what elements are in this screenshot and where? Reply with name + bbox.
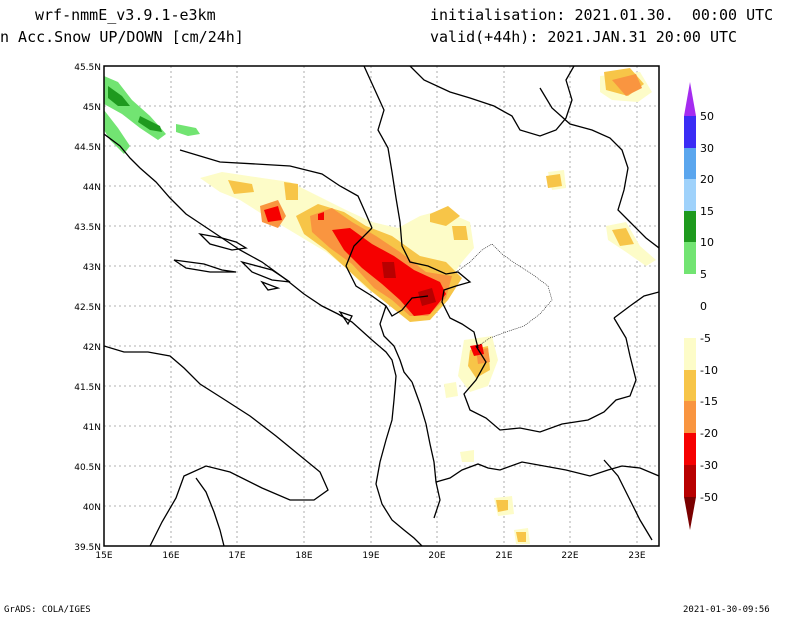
lat-label: 40N xyxy=(83,503,101,513)
colorbar-swatch xyxy=(684,179,696,211)
lon-label: 19E xyxy=(362,551,379,561)
lon-label: 18E xyxy=(295,551,312,561)
colorbar-top-arrow xyxy=(684,82,696,116)
lat-label: 40.5N xyxy=(74,463,101,473)
colorbar: 50 30 20 15 10 5 0 -5 -10 -15 -20 -30 -5… xyxy=(684,82,718,530)
lon-labels: 15E 16E 17E 18E 19E 20E 21E 22E 23E xyxy=(95,551,645,561)
field-title: n Acc.Snow UP/DOWN [cm/24h] xyxy=(0,28,244,46)
colorbar-bottom-arrow xyxy=(684,497,696,530)
lat-label: 43.5N xyxy=(74,223,101,233)
colorbar-label: 5 xyxy=(700,268,707,281)
colorbar-label: 15 xyxy=(700,205,714,218)
colorbar-label: 10 xyxy=(700,236,714,249)
lon-label: 15E xyxy=(95,551,112,561)
lat-label: 44.5N xyxy=(74,143,101,153)
coastlines-borders xyxy=(104,66,659,546)
colorbar-swatch xyxy=(684,401,696,433)
footer-timestamp: 2021-01-30-09:56 xyxy=(683,605,770,615)
colorbar-swatch xyxy=(684,465,696,497)
lon-label: 20E xyxy=(428,551,445,561)
lon-label: 17E xyxy=(228,551,245,561)
lon-label: 16E xyxy=(162,551,179,561)
lat-label: 41.5N xyxy=(74,383,101,393)
valid-time: valid(+44h): 2021.JAN.31 20:00 UTC xyxy=(430,28,738,46)
colorbar-swatch xyxy=(684,370,696,401)
lat-label: 44N xyxy=(83,183,101,193)
lat-labels: 45.5N 45N 44.5N 44N 43.5N 43N 42.5N 42N … xyxy=(74,63,101,553)
map-frame xyxy=(103,65,660,547)
lat-label: 41N xyxy=(83,423,101,433)
lon-label: 23E xyxy=(628,551,645,561)
lat-label: 45.5N xyxy=(74,63,101,73)
snow-field-shading xyxy=(104,68,656,544)
lat-label: 43N xyxy=(83,263,101,273)
lon-label: 22E xyxy=(561,551,578,561)
lat-label: 45N xyxy=(83,103,101,113)
colorbar-swatch xyxy=(684,211,696,242)
colorbar-label: -20 xyxy=(700,427,718,440)
colorbar-label: 20 xyxy=(700,173,714,186)
colorbar-label: 30 xyxy=(700,142,714,155)
model-title: wrf-nmmE_v3.9.1-e3km xyxy=(35,6,216,24)
colorbar-label: -50 xyxy=(700,491,718,504)
colorbar-label: 50 xyxy=(700,110,714,123)
init-time: initialisation: 2021.01.30. 00:00 UTC xyxy=(430,6,774,24)
colorbar-swatch xyxy=(684,338,696,370)
colorbar-label: 0 xyxy=(700,300,707,313)
colorbar-swatch xyxy=(684,116,696,148)
lat-label: 39.5N xyxy=(74,543,101,553)
kosovo-border xyxy=(455,243,553,347)
colorbar-swatch xyxy=(684,242,696,274)
lat-label: 42.5N xyxy=(74,303,101,313)
lat-label: 42N xyxy=(83,343,101,353)
colorbar-swatch xyxy=(684,433,696,465)
footer-credit: GrADS: COLA/IGES xyxy=(4,605,91,615)
colorbar-label: -30 xyxy=(700,459,718,472)
colorbar-label: -5 xyxy=(700,332,711,345)
lon-label: 21E xyxy=(495,551,512,561)
colorbar-swatch xyxy=(684,274,696,338)
colorbar-swatch xyxy=(684,148,696,179)
colorbar-label: -15 xyxy=(700,395,718,408)
colorbar-label: -10 xyxy=(700,364,718,377)
